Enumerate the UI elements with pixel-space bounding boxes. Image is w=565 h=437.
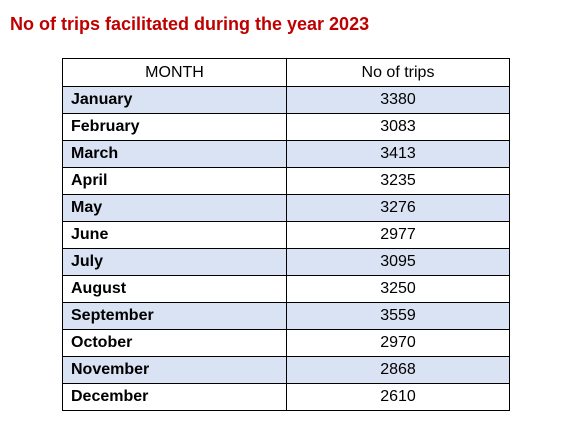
month-cell: November	[62, 356, 287, 384]
trips-cell: 2977	[286, 221, 510, 249]
column-header: No of trips	[286, 58, 510, 87]
table-row: June 2977	[62, 221, 510, 249]
table-row: August 3250	[62, 275, 510, 303]
table-body: January 3380 February 3083 March 3413 April 323…	[62, 86, 510, 411]
column-header: MONTH	[62, 58, 287, 87]
header-row: MONTH No of trips	[62, 58, 510, 87]
month-cell: May	[62, 194, 287, 222]
month-cell: September	[62, 302, 287, 330]
table-row: January 3380	[62, 86, 510, 114]
table-head: MONTH No of trips	[62, 58, 510, 87]
table-row: October 2970	[62, 329, 510, 357]
month-cell: March	[62, 140, 287, 168]
month-cell: December	[62, 383, 287, 411]
table-row: March 3413	[62, 140, 510, 168]
trips-cell: 2868	[286, 356, 510, 384]
table-row: April 3235	[62, 167, 510, 195]
page-title: No of trips facilitated during the year …	[10, 14, 370, 34]
table-row: December 2610	[62, 383, 510, 411]
trips-cell: 3559	[286, 302, 510, 330]
month-cell: February	[62, 113, 287, 141]
trips-cell: 3095	[286, 248, 510, 276]
month-cell: June	[62, 221, 287, 249]
month-cell: October	[62, 329, 287, 357]
table-row: July 3095	[62, 248, 510, 276]
trips-table: MONTH No of trips January 3380 February 3083…	[62, 58, 510, 411]
trips-cell: 3413	[286, 140, 510, 168]
table-row: November 2868	[62, 356, 510, 384]
month-cell: August	[62, 275, 287, 303]
table-row: May 3276	[62, 194, 510, 222]
table-row: September 3559	[62, 302, 510, 330]
trips-cell: 2610	[286, 383, 510, 411]
trips-cell: 3380	[286, 86, 510, 114]
trips-cell: 3250	[286, 275, 510, 303]
table-row: February 3083	[62, 113, 510, 141]
month-cell: January	[62, 86, 287, 114]
month-cell: April	[62, 167, 287, 195]
trips-cell: 3276	[286, 194, 510, 222]
month-cell: July	[62, 248, 287, 276]
trips-cell: 3235	[286, 167, 510, 195]
trips-cell: 3083	[286, 113, 510, 141]
trips-cell: 2970	[286, 329, 510, 357]
